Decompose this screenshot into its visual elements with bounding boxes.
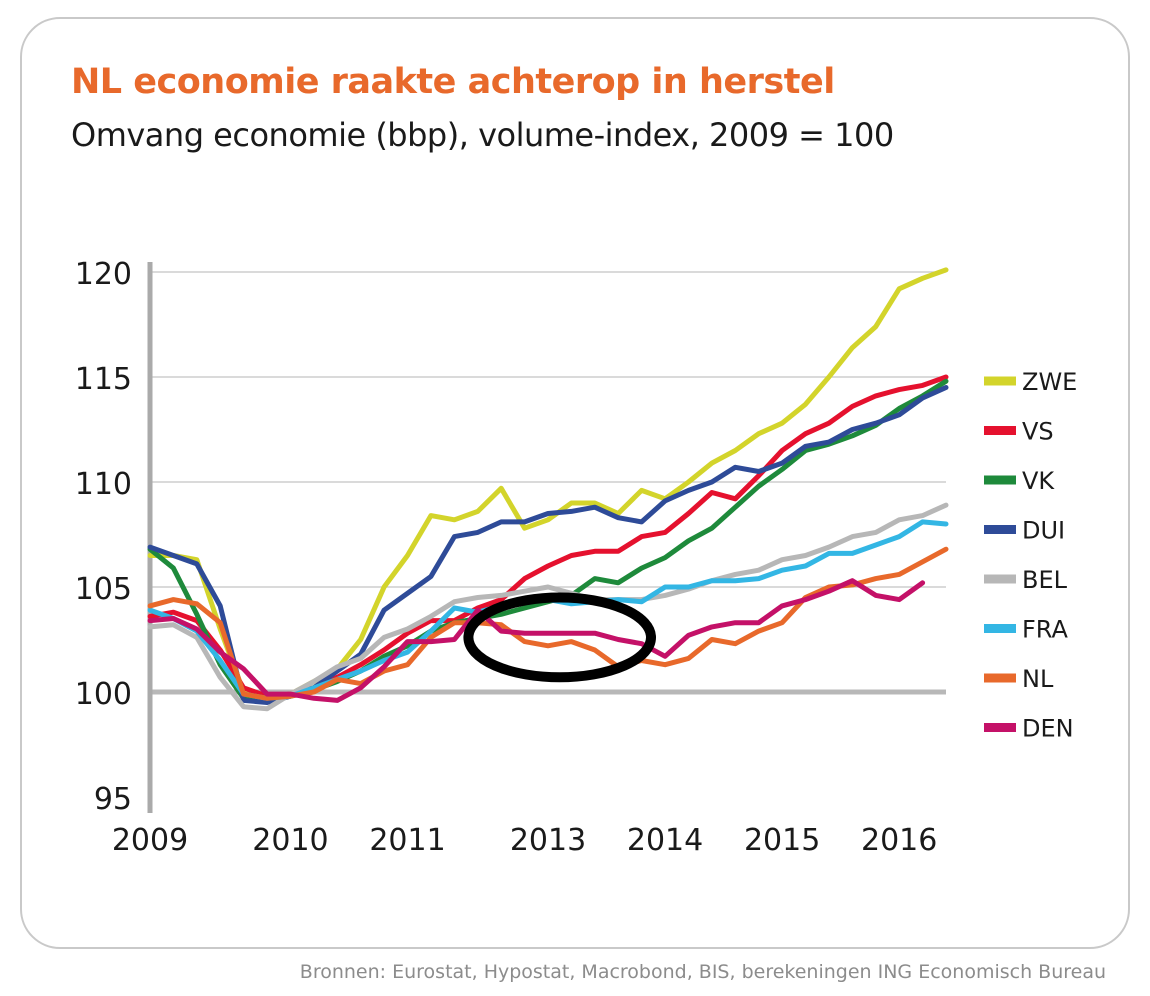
axes: 95 100 105 110 115 120 2009 2010 2011 2013 2014 201… bbox=[75, 257, 938, 858]
series-line-vs bbox=[147, 374, 949, 699]
legend-label-den: DEN bbox=[1022, 715, 1074, 743]
x-tick-label: 2014 bbox=[627, 823, 703, 858]
y-tick-label: 110 bbox=[75, 467, 132, 502]
legend: ZWE VS VK DUI BEL FRA NL DEN bbox=[984, 368, 1077, 743]
legend-label-vs: VS bbox=[1022, 418, 1054, 446]
legend-label-bel: BEL bbox=[1022, 566, 1068, 594]
x-tick-label: 2010 bbox=[252, 823, 328, 858]
series-line-den bbox=[147, 578, 926, 703]
series-line-dui bbox=[147, 385, 949, 705]
series-line-vk bbox=[147, 378, 949, 703]
series-line-zwe bbox=[147, 267, 949, 703]
y-tick-label: 105 bbox=[75, 572, 132, 607]
gridlines bbox=[150, 271, 946, 695]
legend-label-nl: NL bbox=[1022, 665, 1054, 693]
source-note: Bronnen: Eurostat, Hypostat, Macrobond, … bbox=[299, 961, 1106, 983]
legend-label-vk: VK bbox=[1022, 467, 1055, 495]
chart-subtitle: Omvang economie (bbp), volume-index, 200… bbox=[71, 116, 894, 154]
x-tick-label: 2011 bbox=[369, 823, 445, 858]
y-tick-label: 100 bbox=[75, 677, 132, 712]
legend-label-zwe: ZWE bbox=[1022, 368, 1077, 396]
x-tick-label: 2013 bbox=[510, 823, 586, 858]
y-tick-label: 95 bbox=[94, 782, 132, 817]
legend-label-fra: FRA bbox=[1022, 616, 1069, 644]
y-tick-label: 115 bbox=[75, 362, 132, 397]
x-tick-label: 2016 bbox=[861, 823, 937, 858]
highlight-annotation bbox=[463, 592, 657, 683]
x-tick-label: 2009 bbox=[112, 823, 188, 858]
x-tick-label: 2015 bbox=[744, 823, 820, 858]
y-tick-label: 120 bbox=[75, 257, 132, 292]
legend-label-dui: DUI bbox=[1022, 517, 1065, 545]
series-line-nl bbox=[147, 546, 949, 701]
chart-card bbox=[20, 17, 1130, 949]
chart-title: NL economie raakte achterop in herstel bbox=[71, 62, 835, 102]
highlight-ellipse bbox=[463, 592, 657, 683]
series-lines bbox=[147, 267, 949, 712]
